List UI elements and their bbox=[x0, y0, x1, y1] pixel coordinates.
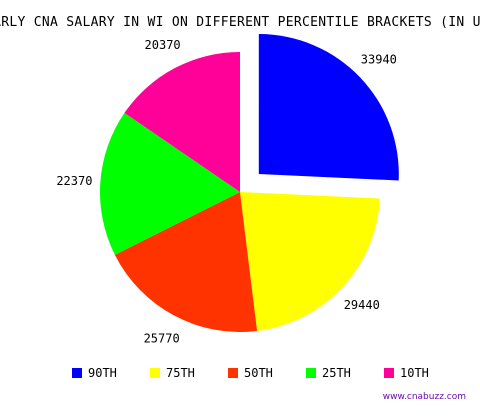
pie-slices bbox=[99, 34, 399, 332]
data-label-10th: 20370 bbox=[145, 38, 181, 52]
legend-swatch-75th bbox=[150, 368, 160, 378]
pie-slice-75th bbox=[240, 192, 380, 331]
watermark: www.cnabuzz.com bbox=[383, 392, 466, 402]
legend-label-10th: 10TH bbox=[400, 366, 429, 380]
data-label-90th: 33940 bbox=[361, 52, 397, 66]
data-label-25th: 22370 bbox=[56, 174, 92, 188]
data-label-75th: 29440 bbox=[344, 298, 380, 312]
chart-title: YEARLY CNA SALARY IN WI ON DIFFERENT PER… bbox=[0, 15, 480, 30]
pie-slice-25th bbox=[99, 112, 241, 255]
legend-label-90th: 90TH bbox=[88, 366, 117, 380]
legend-label-25th: 25TH bbox=[322, 366, 351, 380]
data-labels: 33940 29440 25770 22370 20370 bbox=[56, 38, 397, 345]
legend-swatch-25th bbox=[306, 368, 316, 378]
legend: 90TH 75TH 50TH 25TH 10TH bbox=[72, 366, 429, 380]
legend-label-50th: 50TH bbox=[244, 366, 273, 380]
legend-label-75th: 75TH bbox=[166, 366, 195, 380]
data-label-50th: 25770 bbox=[144, 331, 180, 345]
legend-swatch-50th bbox=[228, 368, 238, 378]
pie-slice-10th bbox=[124, 52, 240, 192]
legend-swatch-10th bbox=[384, 368, 394, 378]
pie-slice-50th bbox=[114, 192, 258, 332]
pie-slice-90th bbox=[258, 34, 399, 181]
legend-swatch-90th bbox=[72, 368, 82, 378]
